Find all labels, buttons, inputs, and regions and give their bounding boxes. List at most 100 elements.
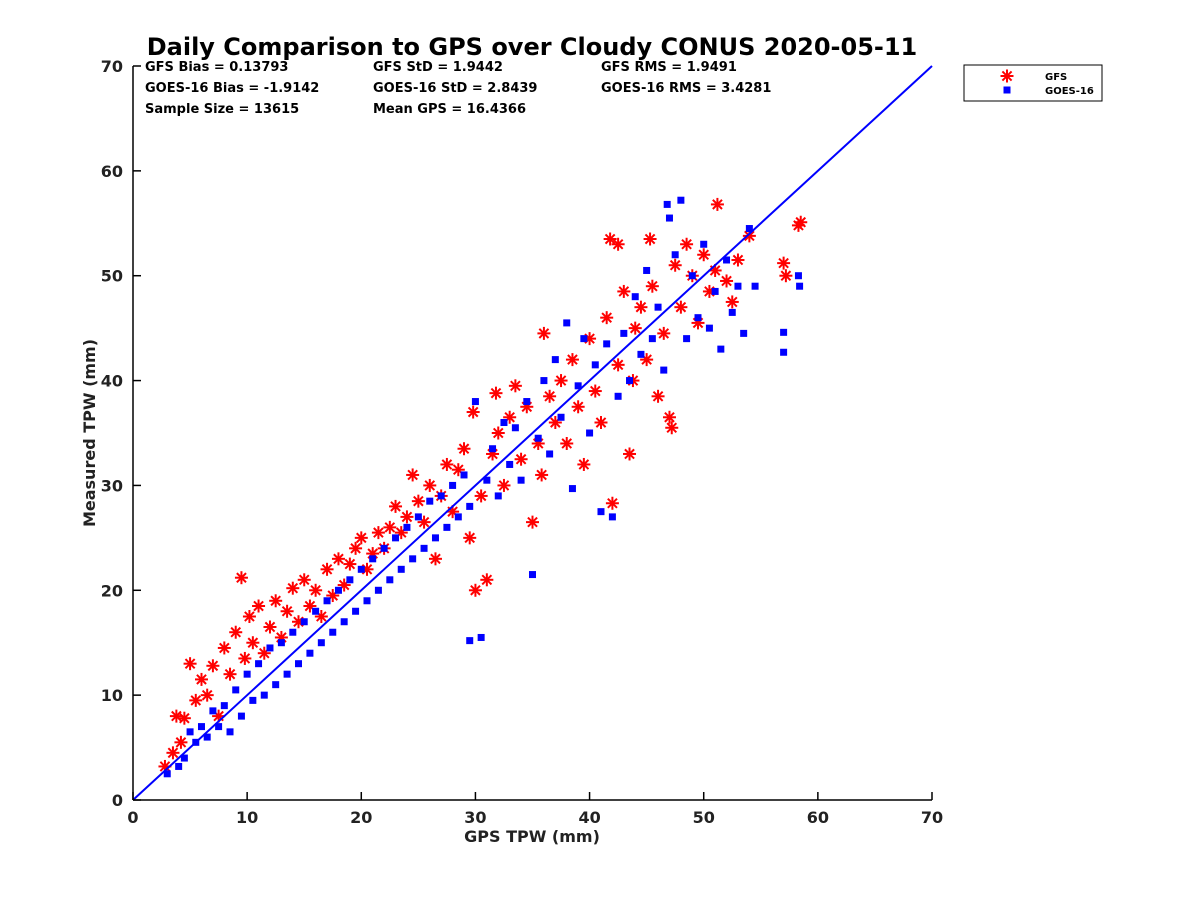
goes16-point bbox=[186, 728, 194, 736]
legend-label-gfs: GFS bbox=[1045, 72, 1067, 83]
goes16-point bbox=[586, 429, 594, 437]
goes16-point bbox=[700, 240, 708, 248]
gfs-point bbox=[468, 583, 482, 597]
gfs-point bbox=[794, 215, 808, 229]
goes16-point bbox=[580, 335, 588, 343]
goes16-point bbox=[483, 476, 491, 484]
gfs-point bbox=[223, 667, 237, 681]
goes16-point bbox=[369, 555, 377, 563]
gfs-point bbox=[238, 651, 252, 665]
gfs-point bbox=[623, 447, 637, 461]
gfs-point bbox=[725, 295, 739, 309]
gfs-point bbox=[343, 557, 357, 571]
stat-r1-c0: GOES-16 Bias = -1.9142 bbox=[145, 81, 319, 96]
gfs-point bbox=[560, 436, 574, 450]
goes16-point bbox=[363, 597, 371, 605]
gfs-point bbox=[535, 468, 549, 482]
goes16-point bbox=[477, 633, 485, 641]
goes16-point bbox=[591, 361, 599, 369]
y-tick-label: 70 bbox=[101, 57, 123, 76]
gfs-point bbox=[189, 693, 203, 707]
goes16-point bbox=[517, 476, 525, 484]
goes16-point bbox=[603, 340, 611, 348]
goes16-point bbox=[705, 324, 713, 332]
goes16-point bbox=[272, 681, 280, 689]
legend-gfs-marker bbox=[1000, 69, 1014, 83]
goes16-point bbox=[780, 348, 788, 356]
gfs-point bbox=[440, 457, 454, 471]
goes16-point bbox=[648, 335, 656, 343]
goes16-point bbox=[626, 377, 634, 385]
goes16-point bbox=[380, 544, 388, 552]
gfs-point bbox=[628, 321, 642, 335]
goes16-point bbox=[489, 445, 497, 453]
data-points bbox=[158, 196, 808, 778]
goes16-point bbox=[255, 660, 263, 668]
gfs-point bbox=[543, 389, 557, 403]
goes16-point bbox=[740, 329, 748, 337]
goes16-point bbox=[175, 762, 183, 770]
gfs-point bbox=[217, 641, 231, 655]
goes16-point bbox=[203, 733, 211, 741]
gfs-point bbox=[674, 300, 688, 314]
goes16-point bbox=[220, 702, 228, 710]
goes16-point bbox=[226, 728, 234, 736]
gfs-point bbox=[406, 468, 420, 482]
goes16-point bbox=[260, 691, 268, 699]
goes16-point bbox=[374, 586, 382, 594]
y-tick-label: 20 bbox=[101, 581, 123, 600]
goes16-point bbox=[209, 707, 217, 715]
gfs-point bbox=[489, 386, 503, 400]
y-tick-label: 40 bbox=[101, 372, 123, 391]
goes16-point bbox=[608, 513, 616, 521]
stat-r0-c0: GFS Bias = 0.13793 bbox=[145, 60, 288, 75]
gfs-point bbox=[643, 232, 657, 246]
goes16-point bbox=[266, 644, 274, 652]
gfs-point bbox=[645, 279, 659, 293]
statistics-block: GFS Bias = 0.13793 GFS StD = 1.9442 GFS RM… bbox=[145, 60, 771, 117]
goes16-point bbox=[671, 251, 679, 259]
goes16-point bbox=[717, 345, 725, 353]
gfs-point bbox=[617, 284, 631, 298]
gfs-point bbox=[634, 300, 648, 314]
gfs-point bbox=[242, 610, 256, 623]
gfs-point bbox=[508, 379, 522, 393]
gfs-point bbox=[423, 478, 437, 492]
gfs-point bbox=[320, 562, 334, 576]
x-tick-label: 70 bbox=[921, 808, 943, 827]
goes16-point bbox=[197, 723, 205, 731]
gfs-point bbox=[194, 672, 208, 686]
goes16-point bbox=[449, 481, 457, 489]
gfs-point bbox=[742, 229, 756, 243]
goes16-point bbox=[232, 686, 240, 694]
goes16-point bbox=[334, 586, 342, 594]
gfs-point bbox=[428, 552, 442, 566]
gfs-point bbox=[600, 311, 614, 325]
goes16-point bbox=[163, 770, 171, 778]
goes16-point bbox=[386, 576, 394, 584]
goes16-point bbox=[403, 523, 411, 531]
stat-r0-c2: GFS RMS = 1.9491 bbox=[601, 60, 737, 75]
gfs-point bbox=[611, 358, 625, 372]
gfs-point bbox=[234, 571, 248, 585]
goes16-point bbox=[346, 576, 354, 584]
gfs-point bbox=[588, 384, 602, 398]
goes16-point bbox=[215, 723, 223, 731]
goes16-point bbox=[511, 424, 519, 432]
goes16-point bbox=[249, 696, 257, 704]
gfs-point bbox=[297, 573, 311, 587]
goes16-point bbox=[711, 287, 719, 295]
gfs-point bbox=[710, 197, 724, 211]
goes16-point bbox=[460, 471, 468, 479]
goes16-point bbox=[546, 450, 554, 458]
stat-r2-c1: Mean GPS = 16.4366 bbox=[373, 102, 526, 117]
goes16-point bbox=[289, 628, 297, 636]
goes16-point bbox=[237, 712, 245, 720]
goes16-point bbox=[534, 434, 542, 442]
goes16-point bbox=[654, 303, 662, 311]
gfs-point bbox=[497, 478, 511, 492]
goes16-point bbox=[551, 356, 559, 364]
goes16-point bbox=[620, 329, 628, 337]
x-tick-label: 60 bbox=[807, 808, 829, 827]
